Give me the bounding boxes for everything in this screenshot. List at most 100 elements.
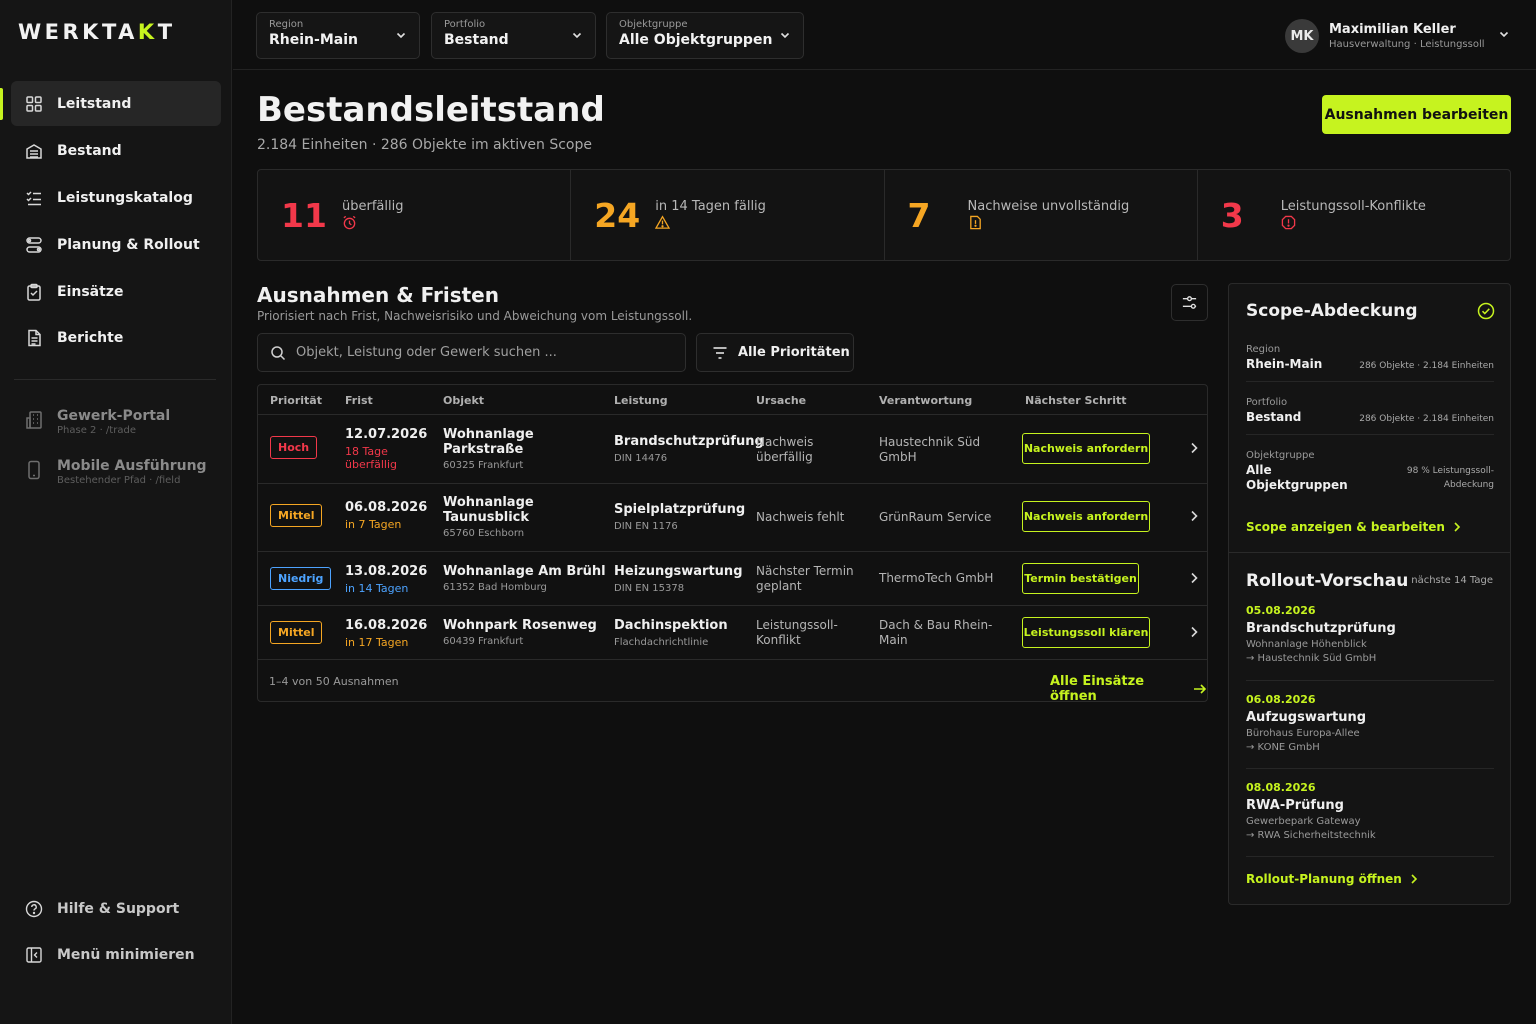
rollout-item[interactable]: 08.08.2026 RWA-Prüfung Gewerbepark Gatew… [1246,781,1494,857]
select-label: Portfolio [444,19,486,30]
grid-icon [25,95,43,113]
collapse-menu-button[interactable]: Menü minimieren [11,932,221,977]
rollout-item[interactable]: 06.08.2026 Aufzugswartung Bürohaus Europ… [1246,693,1494,769]
sidebar-item-berichte[interactable]: Berichte [11,315,221,360]
objektgruppe-select[interactable]: Objektgruppe Alle Objektgruppen [606,12,804,59]
chevron-right-icon[interactable] [1188,625,1200,643]
service-cell: Brandschutzprüfung DIN 14476 [614,434,764,464]
sidebar-item-einsaetze[interactable]: Einsätze [11,269,221,314]
table-row[interactable]: Mittel 16.08.2026 in 17 Tagen Wohnpark R… [258,606,1207,660]
chevron-right-icon[interactable] [1188,571,1200,589]
ext-subtitle: Phase 2 · /trade [57,425,136,436]
user-menu[interactable]: MK Maximilian Keller Hausverwaltung · Le… [1285,18,1485,54]
column-header[interactable]: Leistung [614,394,668,407]
sidebar-item-leistungskatalog[interactable]: Leistungskatalog [11,175,221,220]
stat-due-soon[interactable]: 24 in 14 Tagen fällig [571,170,885,260]
stat-value: 3 [1220,196,1244,235]
app-logo[interactable]: WERKTAKT [18,20,176,44]
table-header: Priorität Frist Objekt Leistung Ursache … [258,385,1207,415]
rollout-vendor: → KONE GmbH [1246,742,1320,753]
rollout-item[interactable]: 05.08.2026 Brandschutzprüfung Wohnanlage… [1246,604,1494,681]
sidebar-item-planung[interactable]: Planung & Rollout [11,222,221,267]
help-support-link[interactable]: Hilfe & Support [11,886,221,931]
rollout-service: Aufzugswartung [1246,710,1367,725]
service-name: Heizungswartung [614,564,743,579]
column-header[interactable]: Nächster Schritt [1025,394,1127,407]
warning-icon [655,215,671,234]
cause-cell: Leistungssoll-Konflikt [756,618,838,647]
due-date: 16.08.2026 [345,618,428,633]
table-settings-button[interactable] [1171,284,1208,321]
priority-badge: Mittel [270,621,323,644]
chevron-right-icon[interactable] [1188,509,1200,527]
rollout-object: Bürohaus Europa-Allee [1246,728,1360,739]
confirm-appointment-button[interactable]: Termin bestätigen [1022,563,1139,594]
priority-badge: Mittel [270,504,323,527]
sidebar-item-leitstand[interactable]: Leitstand [11,81,221,126]
due-date: 06.08.2026 [345,500,428,515]
chevron-right-icon[interactable] [1188,441,1200,459]
table-row[interactable]: Hoch 12.07.2026 18 Tage überfällig Wohna… [258,415,1207,484]
table-row[interactable]: Niedrig 13.08.2026 in 14 Tagen Wohnanlag… [258,552,1207,606]
stat-incomplete-proofs[interactable]: 7 Nachweise unvollständig [885,170,1198,260]
object-address: 60439 Frankfurt [443,636,524,647]
column-header[interactable]: Priorität [270,394,322,407]
stat-overdue[interactable]: 11 überfällig [258,170,572,260]
request-proof-button[interactable]: Nachweis anfordern [1022,501,1150,532]
edit-exceptions-button[interactable]: Ausnahmen bearbeiten [1322,95,1511,134]
avatar: MK [1285,19,1319,53]
page-subtitle: 2.184 Einheiten · 286 Objekte im aktiven… [257,137,592,153]
stat-label: in 14 Tagen fällig [655,199,766,214]
stat-conflicts[interactable]: 3 Leistungssoll-Konflikte [1198,170,1510,260]
chevron-down-icon[interactable] [1498,28,1510,44]
column-header[interactable]: Objekt [443,394,485,407]
scope-meta: 98 % Leistungssoll-Abdeckung [1406,466,1494,490]
help-label: Hilfe & Support [57,900,180,917]
service-norm: DIN EN 15378 [614,583,685,594]
stat-value: 24 [594,196,641,235]
office-building-icon [25,410,43,434]
scope-value: Alle Objektgruppen [1246,463,1348,492]
rollout-date: 06.08.2026 [1246,693,1316,706]
service-cell: Dachinspektion Flachdachrichtlinie [614,618,754,648]
document-icon [25,329,43,347]
due-date: 13.08.2026 [345,564,428,579]
right-panel: Scope-Abdeckung Region Rhein-Main 286 Ob… [1228,283,1511,905]
search-field[interactable] [257,333,686,372]
service-cell: Spielplatzprüfung DIN EN 1176 [614,502,754,532]
ext-title: Gewerk-Portal [57,408,171,424]
scope-row-portfolio: Portfolio Bestand 286 Objekte · 2.184 Ei… [1246,397,1494,435]
object-cell: Wohnanlage Taunusblick 65760 Eschborn [443,495,603,539]
region-select[interactable]: Region Rhein-Main [256,12,420,59]
owner-cell: Haustechnik Süd GmbH [879,435,981,464]
request-proof-button[interactable]: Nachweis anfordern [1022,433,1150,464]
chevron-down-icon [571,29,583,45]
open-all-assignments-link[interactable]: Alle Einsätze öffnen [1050,674,1207,704]
clarify-target-button[interactable]: Leistungssoll klären [1022,617,1150,648]
sidebar-item-label: Einsätze [57,283,124,300]
section-subtitle: Priorisiert nach Frist, Nachweisrisiko u… [257,309,693,323]
rollout-planning-link[interactable]: Rollout-Planung öffnen [1246,872,1418,886]
sidebar-item-mobile-ausfuehrung[interactable]: Mobile Ausführung Bestehender Pfad · /fie… [11,450,221,494]
sidebar-divider [14,379,216,380]
column-header[interactable]: Frist [345,394,373,407]
column-header[interactable]: Verantwortung [879,394,973,407]
scope-edit-link[interactable]: Scope anzeigen & bearbeiten [1246,520,1461,534]
object-name: Wohnanlage Am Brühl [443,564,606,579]
sidebar-item-gewerk-portal[interactable]: Gewerk-Portal Phase 2 · /trade [11,400,221,444]
rollout-date: 05.08.2026 [1246,604,1316,617]
sidebar-item-label: Berichte [57,329,124,346]
building-icon [25,142,43,160]
sidebar-item-bestand[interactable]: Bestand [11,128,221,173]
scope-label: Region [1246,344,1281,355]
column-header[interactable]: Ursache [756,394,807,407]
portfolio-select[interactable]: Portfolio Bestand [431,12,596,59]
chevron-down-icon [779,29,791,45]
sidebar: WERKTAKT Leitstand Bestand Leistungskata… [0,0,232,1024]
search-input[interactable] [296,345,656,360]
service-norm: DIN EN 1176 [614,521,678,532]
table-row[interactable]: Mittel 06.08.2026 in 7 Tagen Wohnanlage … [258,484,1207,552]
priority-filter-button[interactable]: Alle Prioritäten [696,333,854,372]
stat-label: Leistungssoll-Konflikte [1280,199,1426,214]
select-label: Region [269,19,304,30]
